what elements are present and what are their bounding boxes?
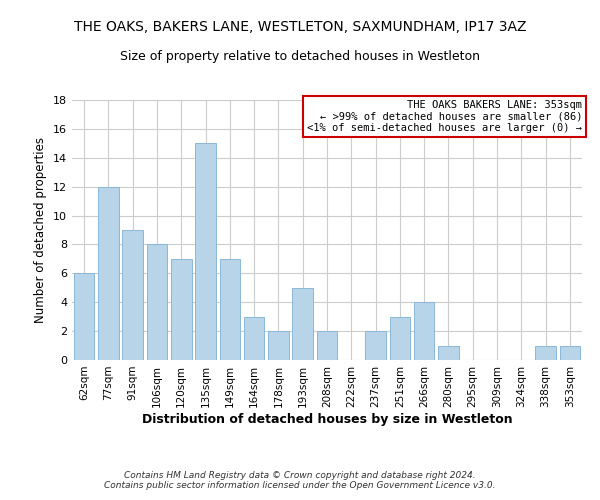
Bar: [98, 186, 119, 360]
Bar: [220, 259, 240, 360]
Bar: [317, 331, 337, 360]
Text: Contains HM Land Registry data © Crown copyright and database right 2024.
Contai: Contains HM Land Registry data © Crown c…: [104, 470, 496, 490]
Bar: [268, 331, 289, 360]
Bar: [560, 346, 580, 360]
Bar: [146, 244, 167, 360]
Bar: [171, 259, 191, 360]
Bar: [535, 346, 556, 360]
Text: Size of property relative to detached houses in Westleton: Size of property relative to detached ho…: [120, 50, 480, 63]
Bar: [389, 316, 410, 360]
Bar: [195, 144, 216, 360]
Y-axis label: Number of detached properties: Number of detached properties: [34, 137, 47, 323]
Text: THE OAKS, BAKERS LANE, WESTLETON, SAXMUNDHAM, IP17 3AZ: THE OAKS, BAKERS LANE, WESTLETON, SAXMUN…: [74, 20, 526, 34]
Bar: [438, 346, 459, 360]
Bar: [365, 331, 386, 360]
Bar: [122, 230, 143, 360]
Bar: [292, 288, 313, 360]
Text: THE OAKS BAKERS LANE: 353sqm
← >99% of detached houses are smaller (86)
<1% of s: THE OAKS BAKERS LANE: 353sqm ← >99% of d…: [307, 100, 582, 133]
Bar: [244, 316, 265, 360]
Bar: [74, 274, 94, 360]
Bar: [414, 302, 434, 360]
X-axis label: Distribution of detached houses by size in Westleton: Distribution of detached houses by size …: [142, 412, 512, 426]
